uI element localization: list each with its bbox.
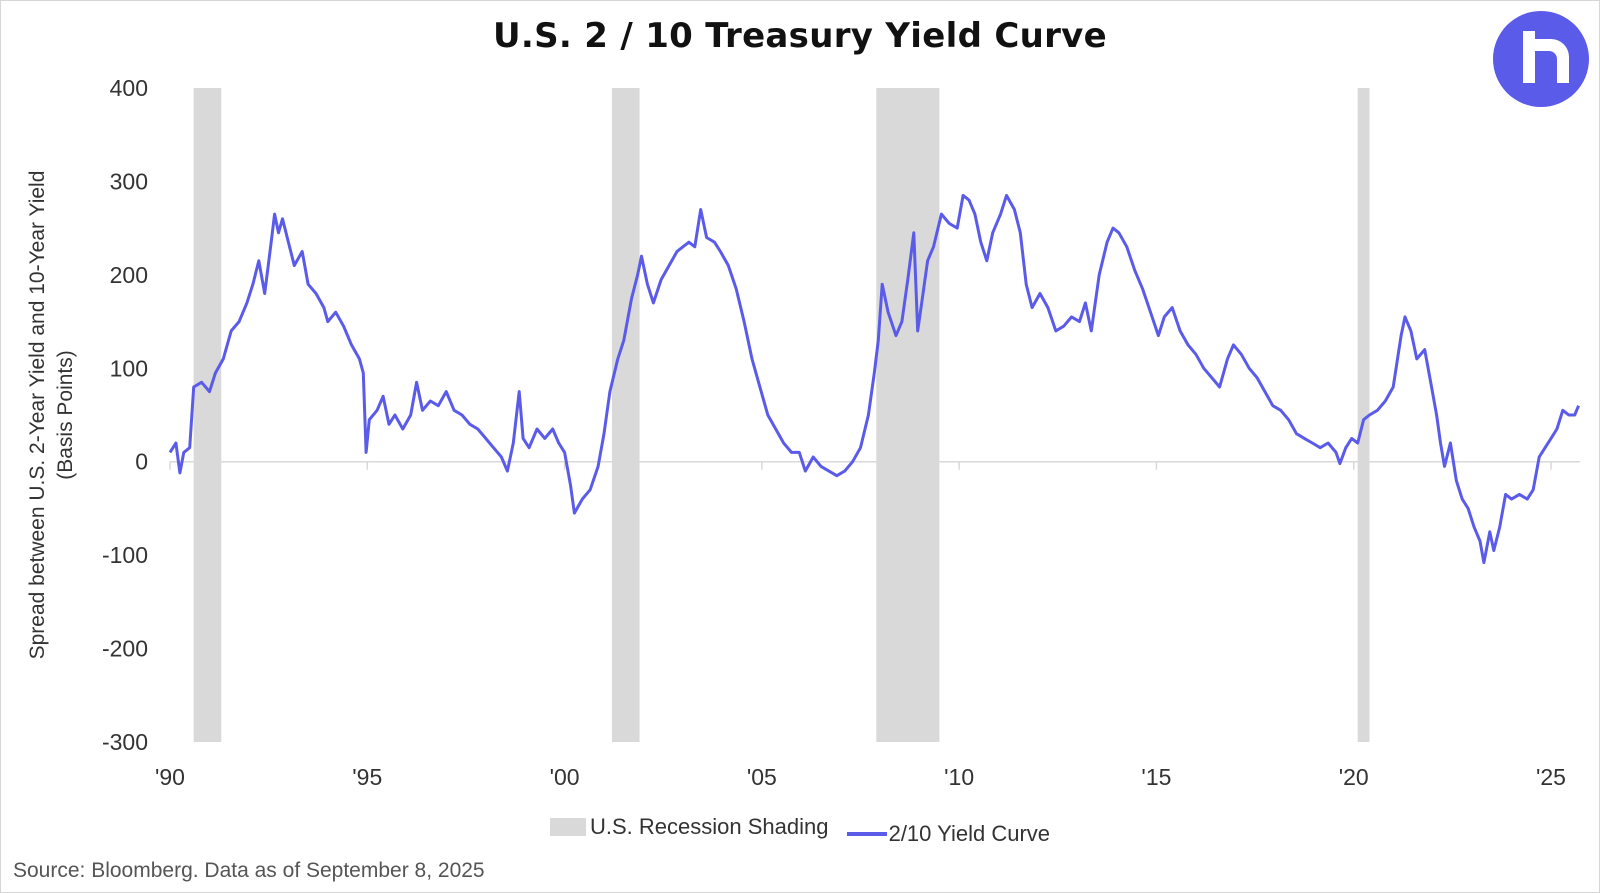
y-tick-label: 300 <box>110 168 148 194</box>
legend-item-series: 2/10 Yield Curve <box>846 821 1051 847</box>
recession-band <box>1357 88 1370 742</box>
x-tick-label: '10 <box>944 764 974 790</box>
recession-band <box>193 88 222 742</box>
legend: U.S. Recession Shading 2/10 Yield Curve <box>0 814 1600 847</box>
chart-title: U.S. 2 / 10 Treasury Yield Curve <box>492 16 1107 56</box>
source-note: Source: Bloomberg. Data as of September … <box>13 859 485 882</box>
y-tick-label: 400 <box>110 75 148 101</box>
x-tick-label: '95 <box>352 764 382 790</box>
x-tick-label: '00 <box>550 764 580 790</box>
y-tick-label: -300 <box>102 729 148 755</box>
y-tick-label: -100 <box>102 542 148 568</box>
brand-logo-icon <box>1493 11 1589 107</box>
yield-curve-line <box>168 193 1580 565</box>
y-tick-label: 200 <box>110 262 148 288</box>
x-tick-label: '25 <box>1536 764 1566 790</box>
y-tick-label: -200 <box>102 636 148 662</box>
recession-band <box>876 88 940 742</box>
x-tick-label: '20 <box>1339 764 1369 790</box>
series-swatch <box>846 832 887 836</box>
x-tick-label: '05 <box>747 764 777 790</box>
legend-item-recession: U.S. Recession Shading <box>549 814 829 840</box>
legend-series-label: 2/10 Yield Curve <box>888 821 1051 846</box>
recession-swatch <box>549 818 586 836</box>
y-tick-label: 0 <box>135 449 148 475</box>
x-axis-ticks: '90 '95 '00 '05 '10 '15 '20 '25 <box>155 461 1566 790</box>
legend-recession-label: U.S. Recession Shading <box>589 814 829 839</box>
x-tick-label: '90 <box>155 764 185 790</box>
y-axis-ticks: 400 300 200 100 0 -100 -200 -300 <box>102 75 148 755</box>
recession-bands <box>193 88 1370 742</box>
recession-band <box>611 88 640 742</box>
y-tick-label: 100 <box>110 355 148 381</box>
x-tick-label: '15 <box>1141 764 1171 790</box>
